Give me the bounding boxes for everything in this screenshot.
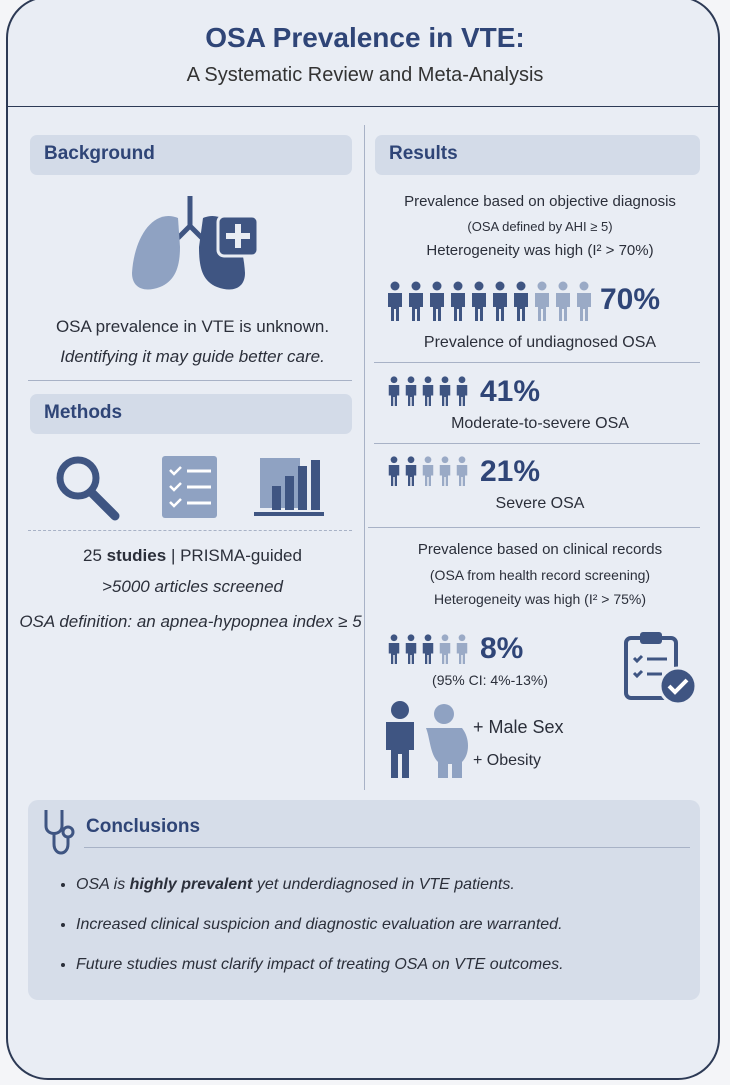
people-icons — [388, 634, 468, 664]
background-heading: Background — [30, 135, 352, 175]
stat-value: 70% — [600, 283, 661, 316]
clinical-line: (OSA from health record screening) — [429, 567, 651, 583]
text: yet underdiagnosed in VTE patients. — [256, 876, 515, 893]
objective-line: Prevalence based on objective diagnosis — [404, 193, 676, 210]
stat-label: Moderate-to-severe OSA — [451, 415, 629, 432]
conclusions-heading: Conclusions — [86, 816, 201, 837]
text: 25 — [83, 546, 102, 565]
risk-people-icon — [386, 701, 468, 778]
clinical-line: Prevalence based on clinical records — [417, 541, 663, 558]
background-line: OSA prevalence in VTE is unknown. — [55, 317, 330, 336]
methods-icons — [56, 456, 324, 521]
risk-factor: + Obesity — [473, 752, 542, 769]
text: Increased clinical suspicion and diagnos… — [76, 916, 563, 933]
dashed-rule — [28, 530, 352, 531]
methods-heading: Methods — [30, 394, 352, 434]
results-heading: Results — [375, 135, 700, 175]
text: Future studies must clarify impact of tr… — [76, 956, 564, 973]
bullet: Increased clinical suspicion and diagnos… — [76, 916, 716, 934]
people-icons — [388, 376, 468, 406]
objective-line: (OSA defined by AHI ≥ 5) — [467, 219, 613, 234]
column-divider — [364, 125, 365, 790]
stat-value: 41% — [480, 375, 541, 408]
rule — [368, 527, 700, 528]
methods-definition: OSA definition: an apnea-hypopnea index … — [19, 612, 362, 631]
conclusions-list: OSA is highly prevalent yet underdiagnos… — [56, 876, 716, 996]
rule — [84, 847, 690, 848]
conclusions-box — [28, 800, 700, 1000]
risk-factor: + Male Sex — [473, 717, 564, 737]
people-icons — [388, 281, 591, 321]
stat-label: (95% CI: 4%-13%) — [432, 672, 548, 688]
people-icons — [388, 456, 468, 486]
methods-studies: 25 studies | PRISMA-guided — [20, 545, 365, 567]
header-rule — [8, 106, 720, 107]
clipboard-icon — [624, 632, 698, 706]
stat-label: Severe OSA — [495, 495, 585, 512]
stat-label: Prevalence of undiagnosed OSA — [423, 334, 657, 351]
stethoscope-icon — [44, 810, 75, 855]
text: | PRISMA-guided — [170, 546, 302, 565]
bold-text: studies — [106, 546, 167, 565]
clinical-line: Heterogeneity was high (I² > 75%) — [433, 591, 647, 607]
text: OSA is — [76, 876, 126, 893]
title: OSA Prevalence in VTE: — [205, 22, 525, 53]
stat-value: 8% — [480, 632, 524, 665]
rule — [374, 443, 700, 444]
background-line: Identifying it may guide better care. — [60, 347, 325, 366]
bullet: Future studies must clarify impact of tr… — [76, 956, 716, 974]
objective-line: Heterogeneity was high (I² > 70%) — [426, 242, 654, 259]
bold-text: highly prevalent — [129, 876, 253, 893]
bullet: OSA is highly prevalent yet underdiagnos… — [76, 876, 716, 894]
methods-screened: >5000 articles screened — [102, 577, 283, 596]
lungs-icon — [132, 196, 260, 290]
subtitle: A Systematic Review and Meta-Analysis — [186, 64, 544, 86]
section-rule — [28, 380, 352, 381]
stat-value: 21% — [480, 455, 541, 488]
rule — [374, 362, 700, 363]
